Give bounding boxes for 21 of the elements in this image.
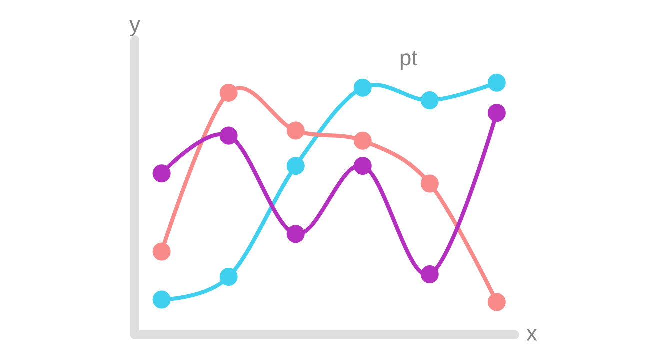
point: [286, 157, 305, 176]
point: [488, 293, 506, 312]
point: [354, 132, 372, 150]
point: [152, 290, 171, 309]
point: [220, 268, 238, 286]
point: [354, 157, 372, 176]
point: [152, 242, 171, 261]
point: [420, 92, 439, 110]
point: [220, 126, 238, 145]
point: [488, 104, 506, 122]
y-axis-title: y: [130, 20, 140, 36]
point: [420, 174, 439, 193]
x-axis-title: x: [526, 329, 538, 341]
text: pt: [400, 51, 418, 70]
point: [286, 122, 305, 140]
point: [420, 265, 439, 284]
point: [488, 74, 506, 92]
point: [220, 84, 238, 102]
point: [286, 225, 305, 244]
point: [354, 78, 372, 97]
point: [152, 164, 171, 183]
